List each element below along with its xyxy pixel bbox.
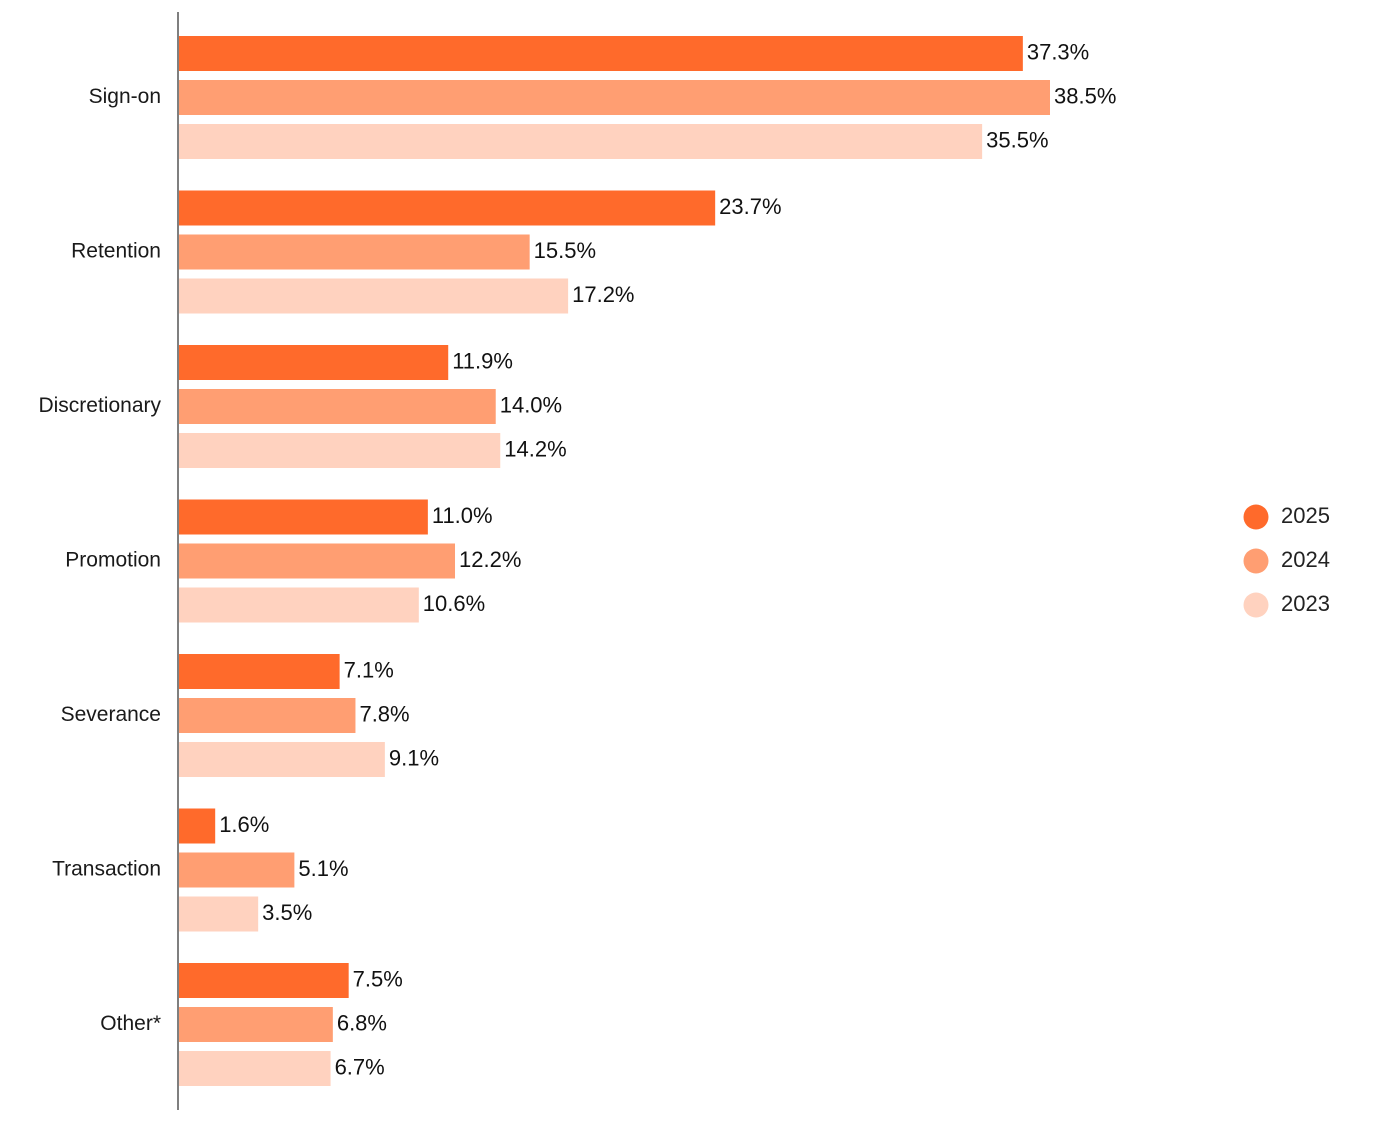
data-label-discretionary-2025: 11.9%	[452, 348, 513, 373]
bar-discretionary-2023	[179, 433, 501, 468]
data-label-severance-2023: 9.1%	[389, 745, 439, 770]
category-label-transaction: Transaction	[52, 858, 161, 881]
bar-retention-2023	[179, 278, 569, 314]
bar-transaction-2023	[179, 896, 259, 932]
bar-promotion-2024	[179, 543, 456, 579]
bar-transaction-2025	[179, 808, 216, 844]
bar-discretionary-2024	[179, 389, 496, 424]
data-label-transaction-2023: 3.5%	[262, 900, 312, 925]
data-label-severance-2024: 7.8%	[359, 701, 409, 726]
bar-retention-2025	[179, 190, 716, 226]
bar-severance-2025	[179, 654, 340, 689]
category-label-other: Other*	[100, 1012, 161, 1035]
data-label-discretionary-2023: 14.2%	[504, 436, 566, 461]
bar-sign-on-2024	[179, 80, 1050, 115]
data-label-other-2025: 7.5%	[353, 966, 403, 991]
data-label-transaction-2025: 1.6%	[219, 812, 269, 837]
legend-swatch-2025	[1243, 504, 1269, 530]
bar-promotion-2025	[179, 499, 428, 535]
data-label-sign-on-2023: 35.5%	[986, 127, 1048, 152]
category-label-promotion: Promotion	[65, 549, 161, 572]
category-labels: Sign-on Retention Discretionary Promotion Se…	[38, 85, 161, 1035]
bar-sign-on-2025	[179, 36, 1023, 71]
value-labels: 37.3% 38.5%35.5% 23.7% 15.5% 17.2% 11.9% 14.0%…	[219, 39, 1116, 1079]
data-label-other-2023: 6.7%	[335, 1054, 385, 1079]
bar-promotion-2023	[179, 587, 419, 623]
data-label-sign-on-2024: 38.5%	[1054, 83, 1116, 108]
category-label-discretionary: Discretionary	[38, 394, 161, 417]
legend-swatch-2024	[1243, 548, 1269, 574]
legend-label-2025: 2025	[1281, 503, 1330, 528]
bars	[179, 36, 1050, 1086]
bar-retention-2024	[179, 234, 530, 270]
bar-severance-2024	[179, 698, 356, 733]
legend-label-2023: 2023	[1281, 591, 1330, 616]
bar-other-2023	[179, 1051, 331, 1086]
legend-label-2024: 2024	[1281, 547, 1330, 572]
category-label-retention: Retention	[71, 240, 161, 263]
category-label-severance: Severance	[61, 703, 161, 726]
data-label-retention-2024: 15.5%	[534, 238, 596, 263]
legend: 2025 2024 2023	[1243, 503, 1330, 618]
data-label-discretionary-2024: 14.0%	[500, 392, 562, 417]
bar-severance-2023	[179, 742, 385, 777]
data-label-promotion-2025: 11.0%	[432, 503, 493, 528]
bar-other-2025	[179, 963, 349, 998]
data-label-retention-2025: 23.7%	[719, 194, 781, 219]
data-label-other-2024: 6.8%	[337, 1010, 387, 1035]
data-label-severance-2025: 7.1%	[344, 657, 394, 682]
bar-transaction-2024	[179, 852, 295, 888]
data-label-promotion-2024: 12.2%	[459, 547, 521, 572]
data-label-transaction-2024: 5.1%	[298, 856, 348, 881]
category-label-sign-on: Sign-on	[89, 85, 161, 108]
bar-other-2024	[179, 1007, 333, 1042]
legend-swatch-2023	[1243, 592, 1269, 618]
bar-discretionary-2025	[179, 345, 449, 380]
data-label-promotion-2023: 10.6%	[423, 591, 485, 616]
bar-sign-on-2023	[179, 124, 983, 159]
data-label-sign-on-2025: 37.3%	[1027, 39, 1089, 64]
data-label-retention-2023: 17.2%	[572, 282, 634, 307]
